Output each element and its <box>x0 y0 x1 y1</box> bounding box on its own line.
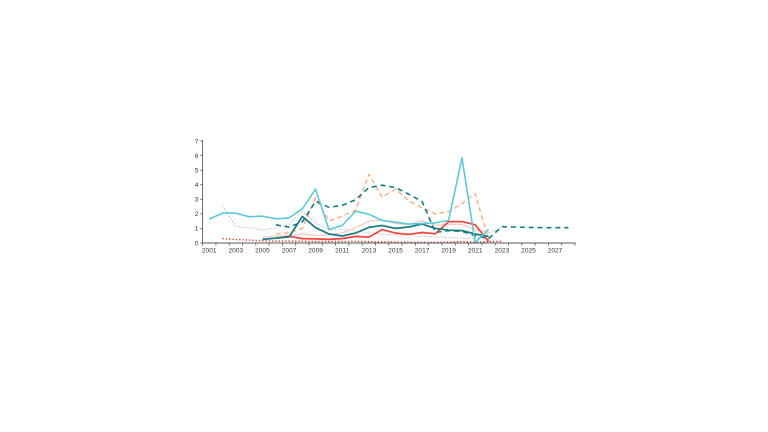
svg-text:5: 5 <box>195 168 199 175</box>
svg-text:2011: 2011 <box>335 248 350 255</box>
svg-text:7: 7 <box>195 138 199 145</box>
svg-text:2003: 2003 <box>228 248 243 255</box>
svg-text:2015: 2015 <box>388 248 403 255</box>
svg-text:2013: 2013 <box>362 248 377 255</box>
svg-text:2025: 2025 <box>521 248 536 255</box>
svg-text:2001: 2001 <box>202 248 217 255</box>
svg-text:2017: 2017 <box>415 248 430 255</box>
svg-text:2019: 2019 <box>441 248 456 255</box>
svg-text:2007: 2007 <box>282 248 297 255</box>
svg-text:6: 6 <box>195 153 199 160</box>
svg-text:2027: 2027 <box>548 248 563 255</box>
svg-text:2009: 2009 <box>308 248 323 255</box>
svg-text:0: 0 <box>195 240 199 247</box>
svg-text:2005: 2005 <box>255 248 270 255</box>
svg-text:2021: 2021 <box>468 248 483 255</box>
svg-text:3: 3 <box>195 197 199 204</box>
svg-text:2023: 2023 <box>495 248 510 255</box>
svg-text:2: 2 <box>195 211 199 218</box>
svg-text:1: 1 <box>195 226 199 233</box>
svg-text:4: 4 <box>195 182 199 189</box>
